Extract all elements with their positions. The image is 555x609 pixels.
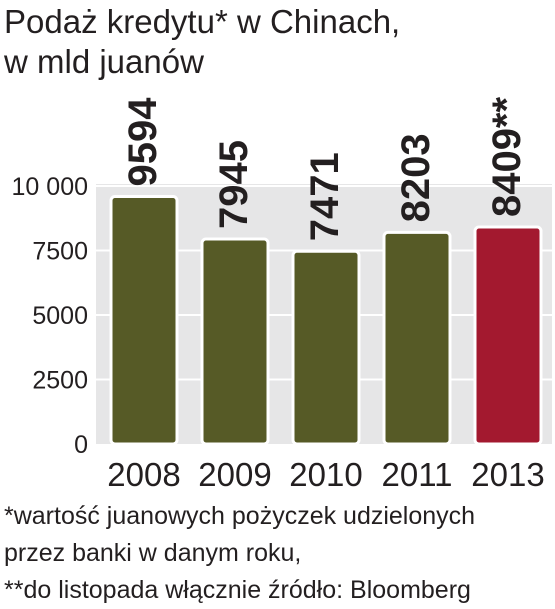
bar (200, 237, 270, 446)
x-tick-label: 2010 (289, 456, 362, 493)
bar (109, 194, 179, 446)
bar-value-label: 8203 (394, 133, 438, 222)
footnotes: *wartość juanowych pożyczek udzielonych … (4, 498, 475, 609)
footnote-3: **do listopada włącznie źródło: Bloomber… (4, 576, 471, 604)
bar-value-label: 7945 (212, 140, 256, 229)
x-tick-label: 2011 (382, 456, 453, 493)
x-tick-label: 2009 (198, 456, 271, 493)
y-tick-label: 7500 (32, 238, 88, 266)
chart-title-line2: w mld juanów (4, 43, 204, 80)
chart-title-line1: Podaż kredytu* w Chinach, (4, 3, 401, 40)
footnote-2: przez banki w danym roku, (4, 539, 302, 567)
y-tick-label: 0 (74, 431, 88, 459)
x-tick-label: 2013 (471, 456, 544, 493)
y-tick-label: 5000 (32, 302, 88, 330)
x-tick-label: 2008 (107, 456, 180, 493)
chart-title: Podaż kredytu* w Chinach, w mld juanów (4, 2, 400, 82)
bar (473, 225, 543, 446)
bar-value-label: 7471 (303, 152, 347, 241)
bar-value-label: 9594 (121, 97, 165, 187)
bar (291, 249, 361, 446)
footnote-1: *wartość juanowych pożyczek udzielonych (4, 502, 476, 530)
bar (382, 230, 452, 446)
y-tick-label: 10 000 (12, 173, 88, 201)
y-tick-label: 2500 (32, 367, 88, 395)
bar-value-label: 8409** (485, 96, 529, 217)
